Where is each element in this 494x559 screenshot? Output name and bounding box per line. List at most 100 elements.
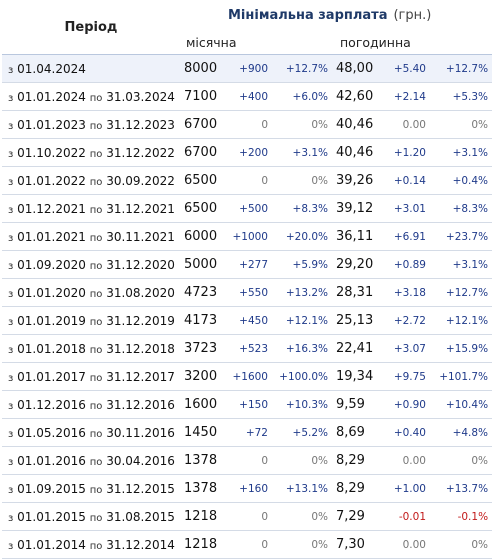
hourly-change-pct: 0% [430,110,493,139]
hourly-value: 29,20 [332,250,382,279]
to-prefix: по [89,400,103,412]
period-cell: з 01.01.2018 по 31.12.2018 [2,334,180,363]
hourly-value: 39,26 [332,166,382,195]
hourly-change: +2.14 [382,82,430,111]
to-prefix: по [89,456,103,468]
monthly-value: 8000 [180,54,230,83]
monthly-change-pct: +13.1% [272,474,332,503]
hourly-value: 48,00 [332,54,382,83]
to-date: 30.09.2022 [106,173,175,188]
table-row: з 01.01.2018 по 31.12.2018 3723 +523 +16.3%… [2,334,493,363]
from-prefix: з [8,484,14,496]
table-row: з 01.01.2021 по 30.11.2021 6000 +1000 +20.0… [2,222,493,251]
from-date: 01.09.2015 [17,481,86,496]
hourly-change: +0.14 [382,166,430,195]
hourly-change-pct: +12.7% [430,54,493,83]
from-prefix: з [8,400,14,412]
hourly-change: 0.00 [382,530,430,559]
table-row: з 01.01.2017 по 31.12.2017 3200 +1600 +100.… [2,362,493,391]
monthly-change: +523 [230,334,272,363]
from-prefix: з [8,288,14,300]
monthly-value: 5000 [180,250,230,279]
to-date: 30.04.2016 [106,453,175,468]
monthly-change: +160 [230,474,272,503]
hourly-change-pct: +10.4% [430,390,493,419]
hourly-change: +0.89 [382,250,430,279]
hourly-change: +0.40 [382,418,430,447]
to-date: 31.08.2020 [106,285,175,300]
to-prefix: по [89,512,103,524]
monthly-value: 6700 [180,110,230,139]
monthly-change-pct: +12.1% [272,306,332,335]
table-row: з 01.05.2016 по 30.11.2016 1450 +72 +5.2% 8,… [2,418,493,447]
hourly-change-pct: 0% [430,446,493,475]
period-cell: з 01.01.2014 по 31.12.2014 [2,530,180,559]
to-date: 31.12.2019 [106,313,175,328]
monthly-change: 0 [230,502,272,531]
from-prefix: з [8,260,14,272]
hourly-value: 40,46 [332,138,382,167]
hourly-change: 0.00 [382,110,430,139]
from-date: 01.09.2020 [17,257,86,272]
hourly-change: +2.72 [382,306,430,335]
period-cell: з 01.04.2024 [2,54,180,83]
monthly-change-pct: +8.3% [272,194,332,223]
monthly-value: 1450 [180,418,230,447]
monthly-change: 0 [230,110,272,139]
hourly-change-pct: +13.7% [430,474,493,503]
monthly-change: 0 [230,166,272,195]
from-date: 01.01.2024 [17,89,86,104]
monthly-change: +277 [230,250,272,279]
group-title: Мінімальна зарплата [228,7,388,23]
table-row: з 01.01.2024 по 31.03.2024 7100 +400 +6.0% 4… [2,82,493,111]
to-date: 31.12.2017 [106,369,175,384]
to-date: 31.03.2024 [106,89,175,104]
hourly-value: 39,12 [332,194,382,223]
hourly-change: +3.18 [382,278,430,307]
to-date: 31.12.2023 [106,117,175,132]
hourly-change: 0.00 [382,446,430,475]
monthly-change: 0 [230,530,272,559]
to-prefix: по [89,428,103,440]
hourly-value: 25,13 [332,306,382,335]
table-row: з 01.01.2020 по 31.08.2020 4723 +550 +13.2%… [2,278,493,307]
monthly-change: +550 [230,278,272,307]
monthly-change-pct: 0% [272,110,332,139]
from-date: 01.05.2016 [17,425,86,440]
from-date: 01.01.2019 [17,313,86,328]
hourly-header: погодинна [332,30,493,55]
period-cell: з 01.01.2020 по 31.08.2020 [2,278,180,307]
hourly-change-pct: +3.1% [430,250,493,279]
monthly-value: 1218 [180,530,230,559]
period-cell: з 01.09.2015 по 31.12.2015 [2,474,180,503]
from-prefix: з [8,456,14,468]
from-prefix: з [8,204,14,216]
to-prefix: по [89,176,103,188]
unit-label: (грн.) [393,7,432,23]
to-date: 31.12.2018 [106,341,175,356]
period-cell: з 01.01.2015 по 31.08.2015 [2,502,180,531]
monthly-change-pct: +5.2% [272,418,332,447]
to-prefix: по [89,232,103,244]
monthly-change-pct: +6.0% [272,82,332,111]
period-cell: з 01.01.2017 по 31.12.2017 [2,362,180,391]
hourly-change: +6.91 [382,222,430,251]
to-date: 30.11.2021 [106,229,175,244]
period-cell: з 01.05.2016 по 30.11.2016 [2,418,180,447]
hourly-change: +3.01 [382,194,430,223]
hourly-value: 28,31 [332,278,382,307]
monthly-value: 1218 [180,502,230,531]
hourly-value: 36,11 [332,222,382,251]
table-row: з 01.10.2022 по 31.12.2022 6700 +200 +3.1% 4… [2,138,493,167]
to-date: 31.12.2021 [106,201,175,216]
to-prefix: по [89,260,103,272]
table-body: з 01.04.2024 8000 +900 +12.7% 48,00 +5.40 +12.… [2,54,493,559]
hourly-change: +0.90 [382,390,430,419]
from-prefix: з [8,372,14,384]
from-date: 01.04.2024 [17,61,86,76]
monthly-change: +150 [230,390,272,419]
hourly-change: +1.20 [382,138,430,167]
hourly-value: 8,29 [332,446,382,475]
period-cell: з 01.01.2023 по 31.12.2023 [2,110,180,139]
hourly-change-pct: +15.9% [430,334,493,363]
